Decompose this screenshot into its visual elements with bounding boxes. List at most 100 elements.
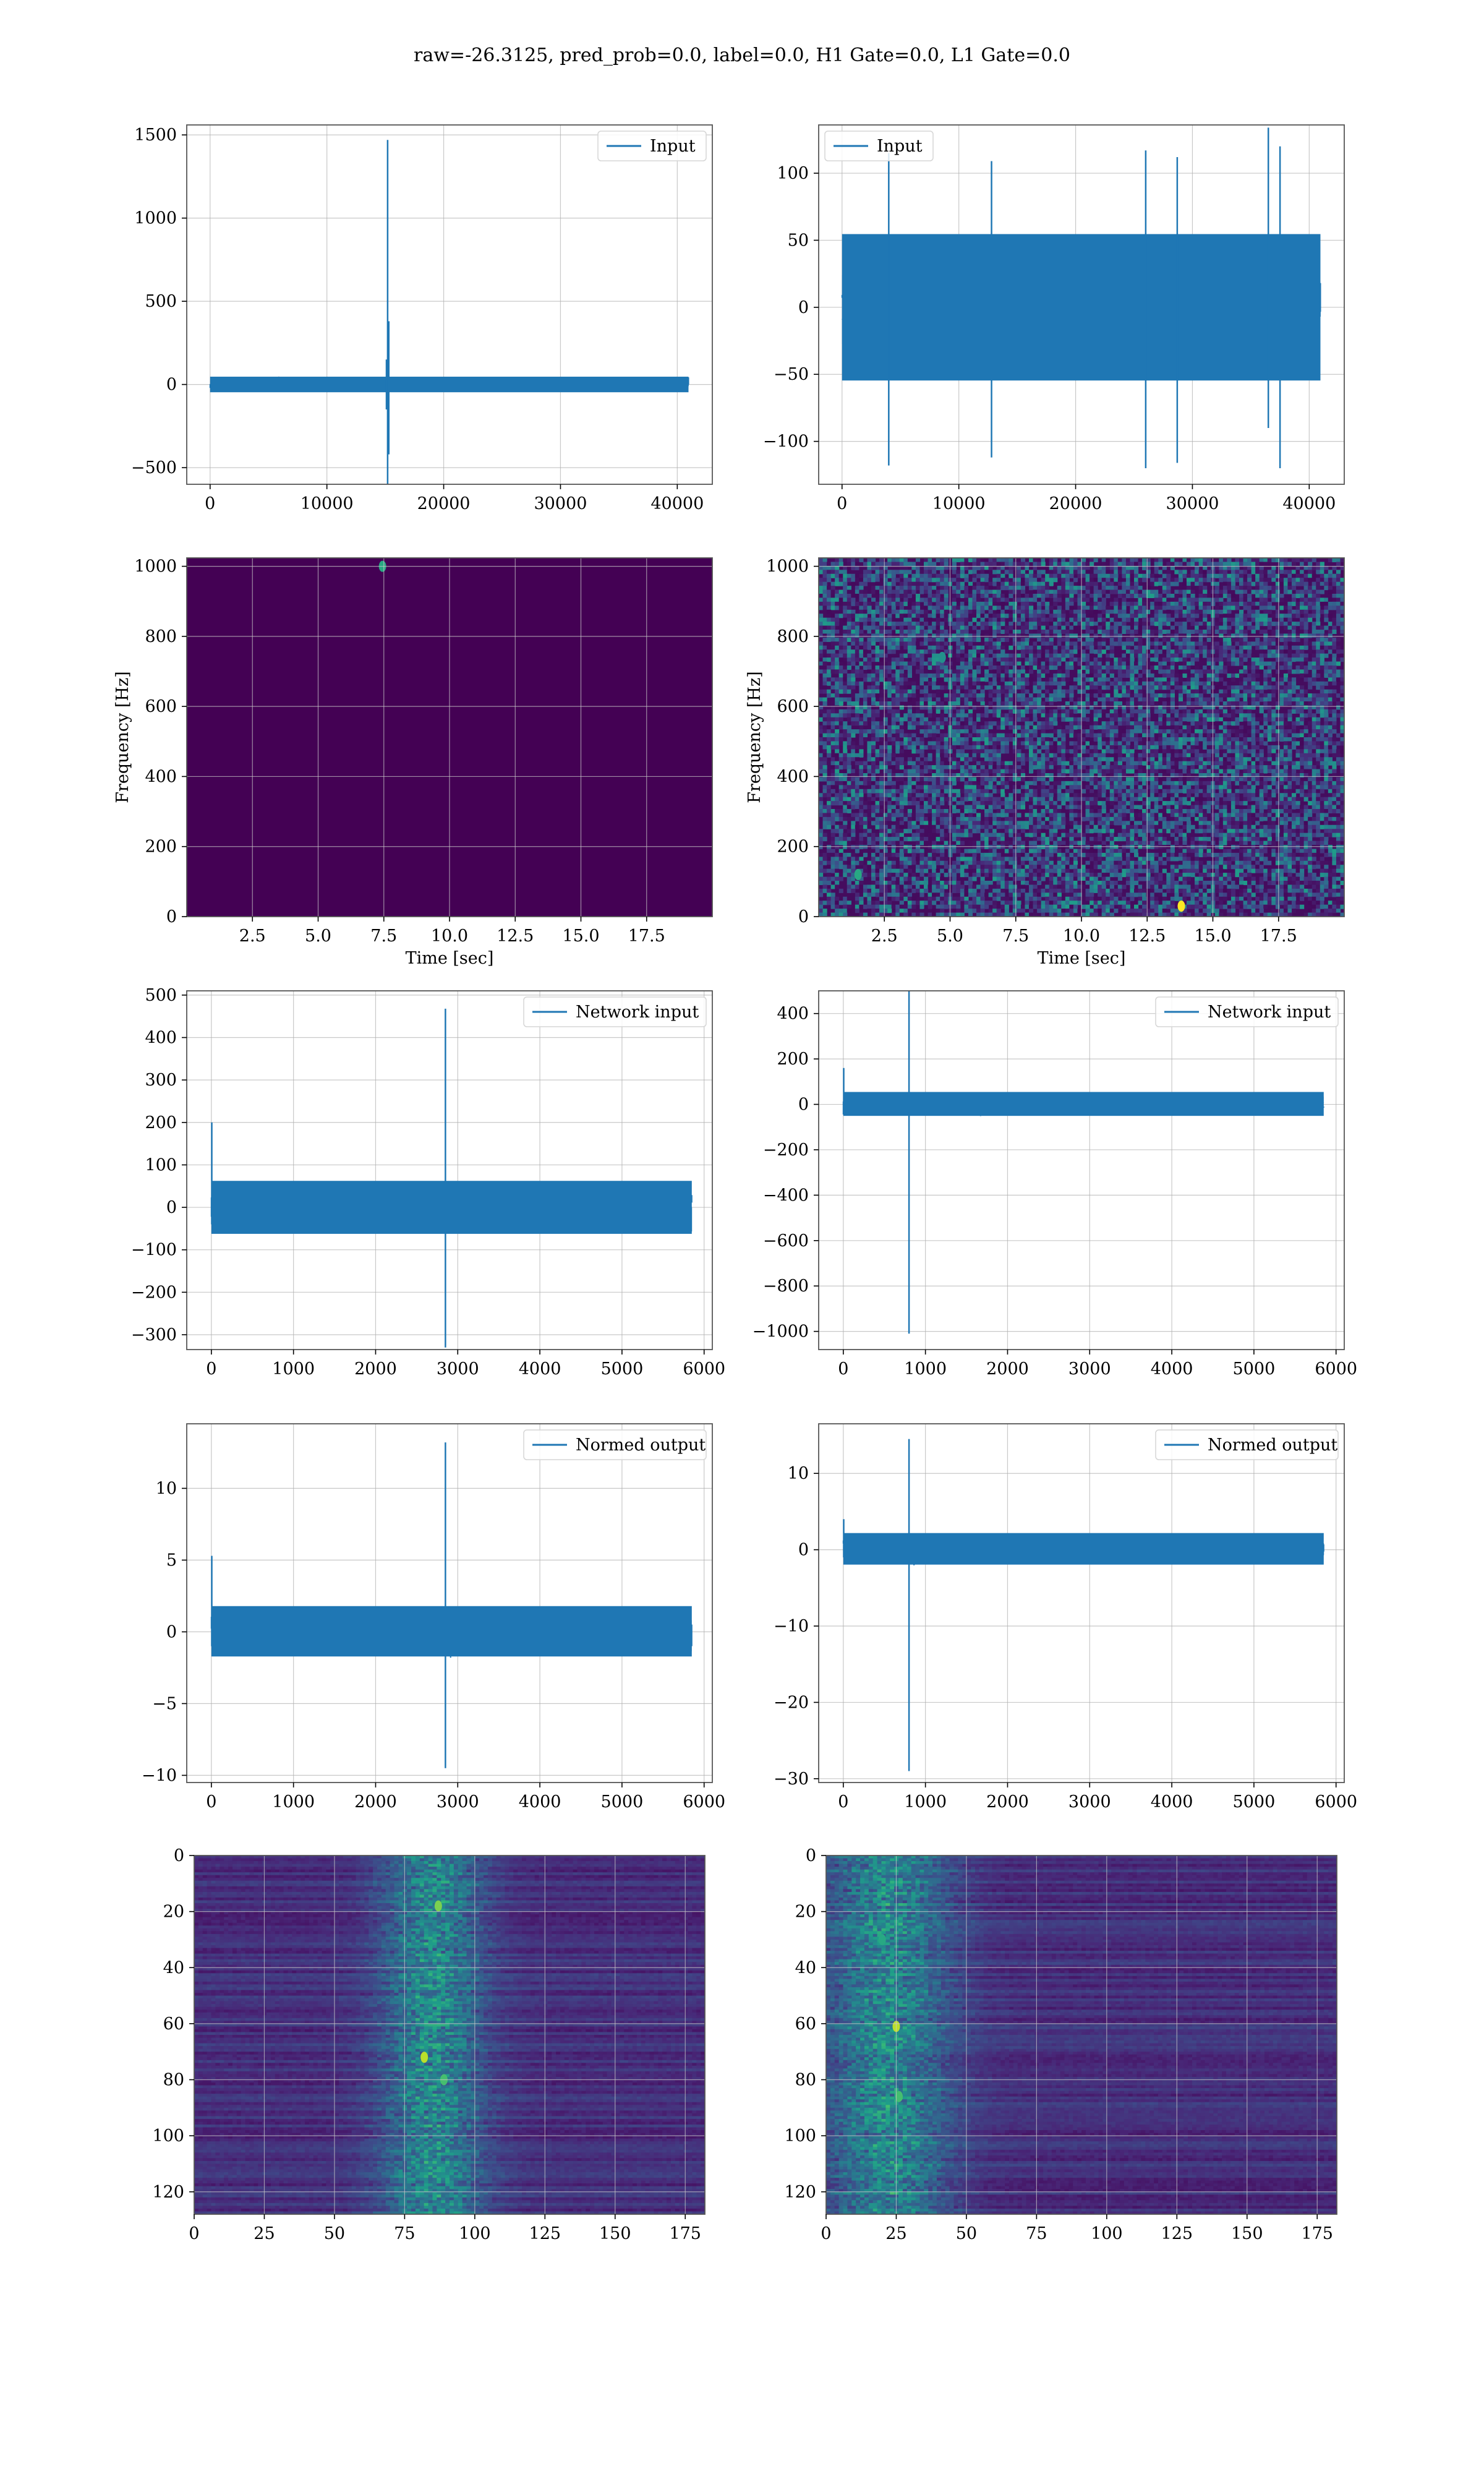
net-h1-xtick-label: 1000 xyxy=(272,1359,315,1379)
feat-l1-xtick-label: 175 xyxy=(1301,2224,1333,2243)
spec-l1-xlabel: Time [sec] xyxy=(1038,949,1126,968)
norm-h1-xtick-label: 4000 xyxy=(519,1792,561,1812)
net-l1-legend-label: Network input xyxy=(1208,1003,1331,1022)
figure-title: raw=-26.3125, pred_prob=0.0, label=0.0, … xyxy=(0,45,1484,66)
feat-l1-ytick-label: 0 xyxy=(806,1846,816,1865)
input-h1-noise-band xyxy=(210,377,689,393)
net-l1-xtick-label: 3000 xyxy=(1068,1359,1111,1379)
net-l1-ytick-label: −800 xyxy=(763,1277,809,1296)
net-h1-xtick-label: 6000 xyxy=(683,1359,725,1379)
net-l1-ytick-label: 200 xyxy=(777,1050,809,1069)
spec-l1-xtick-label: 10.0 xyxy=(1063,927,1100,946)
feat-l1-chart: 0 25 50 75 100 125 150 175 0 20 40 60 80 100 120 xyxy=(784,1846,1337,2243)
norm-h1-legend: Normed output xyxy=(523,1429,707,1460)
net-l1-frame xyxy=(818,990,1345,1350)
input-l1-ytick-label: 50 xyxy=(788,231,809,250)
spec-l1-ytick-label: 1000 xyxy=(766,557,809,576)
input-h1-ytick-label: 500 xyxy=(145,292,177,311)
spec-h1-ticks: 2.5 5.0 7.5 10.0 12.5 15.0 17.5 0 200 400 600 800 10… xyxy=(134,557,665,946)
spec-h1-chart: 2.5 5.0 7.5 10.0 12.5 15.0 17.5 0 200 400 600 800 10… xyxy=(113,557,713,968)
feat-l1-hotspot-1 xyxy=(895,2091,903,2102)
feat-h1-heatmap xyxy=(194,1856,705,2214)
input-h1-legend-label: Input xyxy=(650,137,696,156)
norm-l1-legend-label: Normed output xyxy=(1208,1436,1337,1455)
spec-l1-chart: 2.5 5.0 7.5 10.0 12.5 15.0 17.5 0 200 400 600 800 10… xyxy=(745,557,1345,968)
net-l1-xtick-label: 1000 xyxy=(904,1359,947,1379)
net-h1-series xyxy=(210,1008,693,1348)
norm-l1-legend: Normed output xyxy=(1155,1429,1339,1460)
input-h1-xtick-label: 10000 xyxy=(301,494,354,513)
spec-h1-ytick-label: 800 xyxy=(145,627,177,646)
spec-h1-xtick-label: 2.5 xyxy=(239,927,266,946)
feat-l1-ytick-label: 100 xyxy=(784,2126,816,2146)
feat-h1-chart: 0 25 50 75 100 125 150 175 0 20 40 60 80 100 120 xyxy=(152,1846,706,2243)
spec-l1-xtick-label: 7.5 xyxy=(1002,927,1029,946)
net-h1-frame xyxy=(186,990,713,1350)
norm-l1-xtick-label: 3000 xyxy=(1068,1792,1111,1812)
norm-l1-chart: Normed output 0 1000 2000 3000 4000 5000 6000 −3… xyxy=(774,1423,1357,1812)
spec-l1-ytick-label: 200 xyxy=(777,837,809,857)
feat-l1-ticks: 0 25 50 75 100 125 150 175 0 20 40 60 80 100 120 xyxy=(784,1846,1333,2243)
input-l1-ytick-label: −50 xyxy=(774,365,809,384)
net-l1-xtick-label: 0 xyxy=(838,1359,848,1379)
input-h1-xtick-label: 30000 xyxy=(534,494,587,513)
feat-l1-xtick-label: 75 xyxy=(1026,2224,1047,2243)
norm-h1-series xyxy=(210,1442,693,1768)
spec-h1-ytick-label: 0 xyxy=(166,907,177,927)
input-h1-grid xyxy=(187,125,712,484)
input-h1-chart: Input 0 10000 20000 30000 40000 −500 0 500 1000 15… xyxy=(131,124,713,513)
spec-h1-xtick-label: 12.5 xyxy=(497,927,534,946)
norm-l1-ticks: 0 1000 2000 3000 4000 5000 6000 −30 −20 −10 0 10 xyxy=(774,1464,1357,1812)
spec-l1-ytick-label: 400 xyxy=(777,767,809,786)
feat-h1-grid xyxy=(194,1855,705,2214)
feat-h1-xtick-label: 25 xyxy=(254,2224,275,2243)
spec-l1-ytick-label: 800 xyxy=(777,627,809,646)
net-l1-ytick-label: 400 xyxy=(777,1004,809,1024)
input-h1-series xyxy=(209,140,689,484)
norm-h1-xtick-label: 2000 xyxy=(354,1792,397,1812)
feat-h1-ytick-label: 80 xyxy=(163,2071,184,2090)
input-l1-xtick-label: 40000 xyxy=(1282,494,1336,513)
feat-l1-ytick-label: 40 xyxy=(795,1958,816,1977)
net-l1-xtick-label: 6000 xyxy=(1315,1359,1357,1379)
spec-h1-ylabel: Frequency [Hz] xyxy=(113,671,132,803)
norm-l1-series xyxy=(842,1439,1324,1771)
net-h1-xtick-label: 4000 xyxy=(519,1359,561,1379)
net-h1-ytick-label: 200 xyxy=(145,1113,177,1132)
spec-h1-ytick-label: 1000 xyxy=(134,557,177,576)
net-l1-xtick-label: 5000 xyxy=(1233,1359,1276,1379)
net-l1-legend: Network input xyxy=(1155,996,1339,1027)
net-h1-xtick-label: 5000 xyxy=(601,1359,644,1379)
spec-l1-ytick-label: 0 xyxy=(798,907,809,927)
spec-h1-xtick-label: 7.5 xyxy=(370,927,397,946)
net-l1-ytick-label: −1000 xyxy=(753,1322,809,1342)
input-l1-legend-label: Input xyxy=(877,137,923,156)
norm-l1-ytick-label: 10 xyxy=(788,1464,809,1483)
feat-l1-xtick-label: 100 xyxy=(1091,2224,1123,2243)
input-h1-xtick-label: 20000 xyxy=(417,494,471,513)
net-h1-xtick-label: 0 xyxy=(206,1359,216,1379)
norm-l1-xtick-label: 0 xyxy=(838,1792,848,1812)
spec-h1-ytick-label: 400 xyxy=(145,767,177,786)
spec-h1-xtick-label: 5.0 xyxy=(305,927,331,946)
feat-h1-ytick-label: 60 xyxy=(163,2014,184,2034)
feat-l1-ytick-label: 120 xyxy=(784,2183,816,2202)
norm-h1-xtick-label: 3000 xyxy=(437,1792,479,1812)
norm-h1-xtick-label: 0 xyxy=(206,1792,216,1812)
net-l1-noise-band xyxy=(843,1092,1324,1116)
net-h1-ytick-label: −300 xyxy=(131,1325,177,1345)
net-h1-ticks: 0 1000 2000 3000 4000 5000 6000 −300 −200 −100 0 10… xyxy=(131,986,725,1379)
norm-h1-xtick-label: 5000 xyxy=(601,1792,644,1812)
input-l1-frame xyxy=(818,124,1345,485)
net-l1-xtick-label: 2000 xyxy=(986,1359,1029,1379)
spec-h1-ytick-label: 600 xyxy=(145,697,177,716)
net-h1-noise-band xyxy=(211,1181,692,1234)
spec-l1-hotspot-1 xyxy=(854,869,862,881)
input-l1-xtick-label: 0 xyxy=(837,494,847,513)
input-l1-xtick-label: 10000 xyxy=(932,494,986,513)
feat-l1-heatmap xyxy=(826,1856,1337,2214)
feat-l1-xtick-label: 150 xyxy=(1231,2224,1263,2243)
feat-h1-xtick-label: 75 xyxy=(394,2224,415,2243)
feat-h1-hotspot-1 xyxy=(420,2052,429,2063)
